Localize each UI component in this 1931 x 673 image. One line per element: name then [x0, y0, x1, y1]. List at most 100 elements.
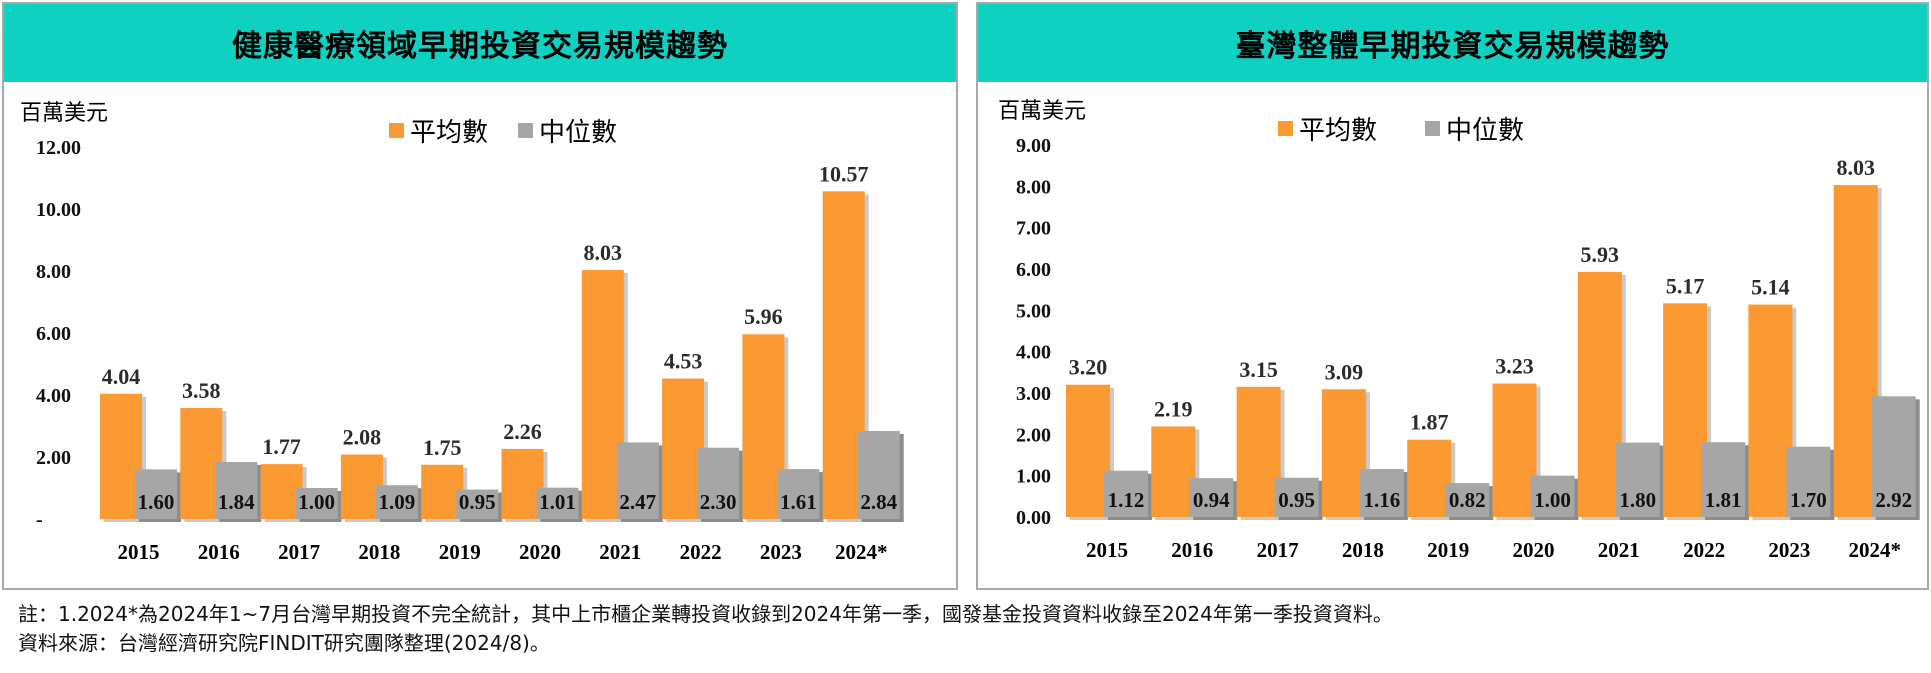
data-label-median: 1.01: [539, 490, 576, 514]
data-label-median: 2.47: [619, 490, 656, 514]
bar-mean: [1663, 303, 1708, 517]
x-tick-label: 2022: [1683, 538, 1725, 562]
legend-swatch-median: [518, 123, 534, 138]
footnote: 註：1.2024*為2024年1~7月台灣早期投資不完全統計，其中上市櫃企業轉投…: [18, 602, 1393, 626]
x-tick-label: 2017: [1257, 538, 1299, 562]
bar-median: [1359, 469, 1404, 517]
y-tick-label: 2.00: [36, 447, 71, 469]
data-label-median: 1.80: [1619, 488, 1656, 512]
data-label-mean: 2.19: [1154, 396, 1193, 421]
bar-median: [375, 485, 418, 519]
data-label-mean: 4.53: [664, 349, 703, 374]
data-label-mean: 4.04: [102, 364, 141, 389]
data-label-mean: 2.26: [503, 419, 542, 444]
data-label-mean: 5.93: [1581, 242, 1620, 267]
chart-title: 健康醫療領域早期投資交易規模趨勢: [4, 4, 956, 82]
bar-median: [616, 442, 659, 519]
y-tick-label: 0.00: [1016, 507, 1051, 529]
bar-median: [295, 488, 338, 519]
x-tick-label: 2018: [1342, 538, 1384, 562]
legend-item-mean: 平均數: [389, 112, 488, 149]
legend-label-median: 中位數: [1446, 116, 1525, 146]
x-tick-label: 2016: [1171, 538, 1213, 562]
bar-mean: [1492, 383, 1537, 517]
x-tick-label: 2023: [1768, 538, 1810, 562]
data-label-median: 0.95: [1278, 488, 1315, 512]
bar-median: [1530, 475, 1575, 517]
y-tick-label: 6.00: [1016, 259, 1051, 281]
bar-median: [1871, 396, 1916, 517]
x-tick-label: 2020: [519, 540, 561, 564]
legend-swatch-mean: [389, 123, 404, 138]
bar-mean: [1321, 389, 1366, 517]
data-label-mean: 5.96: [744, 304, 783, 329]
y-axis-unit-label: 百萬美元: [20, 101, 109, 126]
x-tick-label: 2021: [599, 540, 641, 564]
bar-median: [1274, 477, 1319, 517]
data-label-mean: 1.77: [262, 434, 301, 459]
bar-mean: [1748, 304, 1793, 517]
legend-label-median: 中位數: [539, 118, 618, 148]
data-label-median: 1.60: [138, 490, 175, 514]
y-tick-label: 10.00: [36, 199, 81, 221]
bar-mean: [1066, 384, 1110, 517]
chart-panel-taiwan-overall: 臺灣整體早期投資交易規模趨勢 百萬美元 平均數 中位數 0.00 1.00 2.00…: [976, 2, 1929, 590]
data-label-median: 2.92: [1875, 488, 1912, 512]
data-label-median: 1.09: [379, 490, 416, 514]
y-tick-label: 1.00: [1016, 466, 1051, 488]
y-tick-label: -: [36, 509, 43, 531]
bar-median: [1189, 478, 1234, 517]
y-tick-label: 7.00: [1016, 218, 1051, 240]
y-tick-label: 12.00: [36, 137, 81, 159]
x-tick-label: 2023: [760, 540, 802, 564]
bar-median: [1104, 470, 1148, 517]
data-label-mean: 5.17: [1666, 273, 1705, 298]
chart-panel-healthcare: 健康醫療領域早期投資交易規模趨勢 百萬美元 平均數 中位數 - 2.00 4.00 6…: [2, 2, 958, 590]
y-axis-unit-label: 百萬美元: [998, 99, 1087, 124]
data-label-mean: 3.20: [1069, 355, 1108, 380]
data-label-mean: 2.08: [343, 425, 382, 450]
x-tick-label: 2022: [680, 540, 722, 564]
x-tick-label: 2019: [1427, 538, 1469, 562]
data-label-median: 0.95: [459, 490, 496, 514]
bar-chart-healthcare: - 2.00 4.00 6.00 8.00 10.00 12.00 4.04 1.60 2015 3…: [36, 137, 904, 564]
data-label-mean: 3.23: [1495, 353, 1534, 378]
data-label-mean: 3.09: [1325, 359, 1364, 384]
data-label-median: 1.61: [780, 490, 817, 514]
legend-item-median: 中位數: [518, 112, 617, 149]
bar-median: [1786, 446, 1831, 517]
data-label-median: 1.00: [1534, 488, 1571, 512]
data-label-median: 2.84: [860, 490, 897, 514]
data-label-median: 2.30: [700, 490, 737, 514]
bar-median: [1615, 442, 1660, 517]
data-label-median: 0.94: [1193, 488, 1230, 512]
x-tick-label: 2024*: [1848, 538, 1901, 562]
bar-median: [536, 487, 579, 519]
data-label-mean: 1.75: [423, 435, 462, 460]
x-tick-label: 2019: [439, 540, 481, 564]
y-tick-label: 8.00: [36, 261, 71, 283]
data-label-median: 1.00: [298, 490, 335, 514]
data-label-mean: 8.03: [1836, 155, 1875, 180]
bar-median: [697, 447, 740, 519]
data-label-mean: 1.87: [1410, 410, 1449, 435]
legend-label-mean: 平均數: [1299, 116, 1378, 146]
bar-median: [456, 489, 499, 519]
y-tick-label: 2.00: [1016, 424, 1051, 446]
bar-mean: [1407, 439, 1452, 517]
x-tick-label: 2020: [1513, 538, 1555, 562]
x-tick-label: 2024*: [835, 540, 888, 564]
data-label-mean: 10.57: [819, 161, 869, 186]
bar-chart-taiwan-overall: 0.00 1.00 2.00 3.00 4.00 5.00 6.00 7.00 8.00 9.00…: [1016, 135, 1920, 562]
data-label-median: 1.81: [1705, 488, 1742, 512]
y-tick-label: 3.00: [1016, 383, 1051, 405]
bar-median: [135, 469, 177, 519]
bar-median: [857, 430, 900, 519]
legend-item-median: 中位數: [1425, 110, 1524, 147]
y-tick-label: 6.00: [36, 323, 71, 345]
bar-median: [1445, 483, 1490, 517]
legend: 平均數 中位數: [1278, 110, 1554, 147]
data-label-median: 1.84: [218, 490, 255, 514]
x-tick-label: 2021: [1598, 538, 1640, 562]
y-tick-label: 9.00: [1016, 135, 1051, 157]
